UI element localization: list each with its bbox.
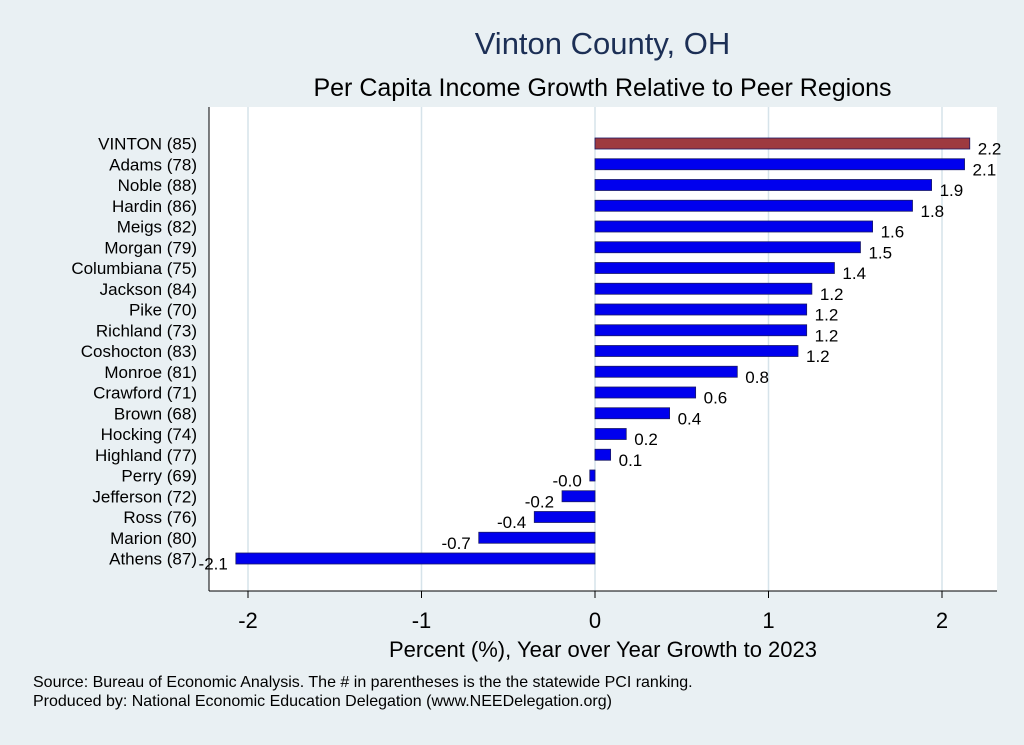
- category-label: Athens (87): [109, 550, 197, 569]
- bar-value-label: -0.7: [441, 534, 470, 553]
- bar-value-label: -0.4: [497, 513, 526, 532]
- bar: [594, 428, 627, 440]
- bar-value-label: 1.2: [815, 306, 839, 325]
- x-tick-label: 0: [589, 608, 601, 633]
- bar-value-label: 0.1: [619, 451, 643, 470]
- bar: [594, 199, 913, 212]
- bar: [594, 241, 861, 254]
- bar: [594, 448, 612, 461]
- category-label: Crawford (71): [93, 384, 197, 403]
- bar-value-label: -0.0: [552, 472, 581, 491]
- bar-value-label: 1.2: [820, 285, 844, 304]
- bar-value-label: 1.2: [806, 347, 830, 366]
- bar-value-label: 0.2: [634, 430, 658, 449]
- bar: [594, 303, 808, 316]
- bar-value-label: 1.6: [881, 223, 905, 242]
- category-label: Marion (80): [110, 529, 197, 548]
- bar-value-label: -0.2: [525, 492, 554, 511]
- x-tick-label: 1: [762, 608, 774, 633]
- source-note: Source: Bureau of Economic Analysis. The…: [33, 674, 693, 691]
- bar-value-label: 2.1: [973, 160, 997, 179]
- bar-value-label: 2.2: [978, 140, 1002, 159]
- category-label: VINTON (85): [98, 135, 197, 154]
- bar: [594, 282, 813, 295]
- bar: [594, 220, 874, 233]
- bar: [561, 490, 596, 503]
- category-label: Monroe (81): [104, 363, 197, 382]
- category-label: Jefferson (72): [92, 487, 197, 506]
- category-label: Morgan (79): [104, 238, 197, 257]
- bar: [594, 179, 932, 191]
- x-tick-label: -2: [238, 608, 258, 633]
- category-label: Meigs (82): [117, 218, 197, 237]
- x-tick-label: 2: [936, 608, 948, 633]
- category-label: Hardin (86): [112, 197, 197, 216]
- bar: [594, 324, 808, 337]
- bar: [594, 137, 971, 150]
- category-label: Highland (77): [95, 446, 197, 465]
- category-label: Perry (69): [121, 467, 197, 486]
- x-tick-label: -1: [412, 608, 432, 633]
- category-label: Hocking (74): [101, 425, 197, 444]
- bar-value-label: 1.9: [940, 181, 964, 200]
- category-label: Adams (78): [109, 155, 197, 174]
- bar: [594, 386, 697, 399]
- bar: [594, 262, 835, 274]
- bar: [589, 469, 596, 482]
- bar: [594, 407, 671, 420]
- category-label: Ross (76): [123, 508, 197, 527]
- bar: [594, 158, 965, 171]
- x-axis-label: Percent (%), Year over Year Growth to 20…: [389, 637, 817, 662]
- bar: [533, 511, 596, 523]
- bar-value-label: 0.4: [678, 409, 702, 428]
- bar-value-label: 1.5: [868, 243, 892, 262]
- category-label: Pike (70): [129, 301, 197, 320]
- category-label: Brown (68): [114, 404, 197, 423]
- bar: [478, 531, 596, 544]
- bar-value-label: 0.8: [745, 368, 769, 387]
- bar-value-label: 1.4: [842, 264, 866, 283]
- category-label: Jackson (84): [100, 280, 197, 299]
- bar: [235, 552, 596, 565]
- bar: [594, 345, 799, 357]
- category-label: Columbiana (75): [71, 259, 197, 278]
- bar-value-label: -2.1: [199, 555, 228, 574]
- bar: [594, 365, 738, 378]
- producer-note: Produced by: National Economic Education…: [33, 693, 612, 710]
- category-label: Richland (73): [96, 321, 197, 340]
- bar-value-label: 1.2: [815, 326, 839, 345]
- bar-value-label: 0.6: [704, 389, 728, 408]
- category-label: Coshocton (83): [81, 342, 197, 361]
- chart-subtitle: Per Capita Income Growth Relative to Pee…: [313, 74, 892, 102]
- category-label: Noble (88): [118, 176, 197, 195]
- chart-title: Vinton County, OH: [474, 26, 731, 61]
- bar-value-label: 1.8: [921, 202, 945, 221]
